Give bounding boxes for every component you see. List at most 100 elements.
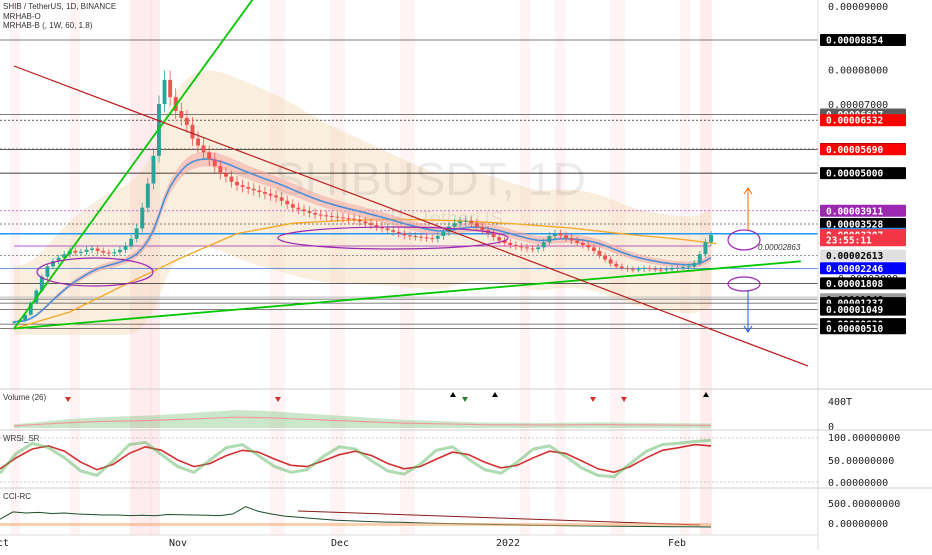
x-tick-label: Feb — [668, 538, 686, 549]
candle-body — [653, 268, 658, 270]
symbol-title: SHIB / TetherUS, 1D, BINANCE — [3, 2, 117, 11]
candle-body — [670, 268, 674, 270]
volume-signal-marker — [450, 392, 456, 397]
candle-body — [642, 268, 647, 270]
candle-body — [658, 269, 663, 271]
price-annotation: 0.00002863 — [758, 243, 801, 252]
candle-body — [603, 255, 607, 260]
candle-body — [592, 247, 596, 251]
pattern-ellipse — [727, 276, 761, 292]
candle-body — [235, 181, 239, 186]
candle-body — [580, 242, 585, 245]
y-tick-label: 0.00007000 — [828, 100, 888, 111]
candle-body — [12, 321, 16, 323]
volume-signal-marker — [462, 397, 468, 402]
price-label-bg — [820, 262, 906, 275]
oscillator-panel-label: WRSI_SR — [3, 434, 40, 443]
candle-body — [184, 117, 189, 125]
candle-body — [541, 242, 546, 248]
candle-body — [335, 216, 340, 218]
candle-body — [374, 225, 379, 227]
candle-body — [352, 218, 357, 220]
price-label-bg — [820, 234, 906, 247]
candle-body — [201, 145, 206, 153]
candle-body — [625, 268, 630, 270]
price-label-bg — [820, 114, 906, 127]
pattern-ellipse — [277, 226, 509, 250]
pattern-ellipse — [727, 229, 761, 251]
candle-body — [402, 233, 407, 236]
candle-body — [313, 212, 318, 215]
candle-body — [385, 228, 390, 231]
candle-body — [123, 245, 128, 250]
candle-body — [279, 197, 284, 201]
x-tick-label: Dec — [331, 538, 349, 549]
level-band — [0, 296, 818, 300]
candle-body — [452, 223, 457, 227]
candle-body — [302, 209, 306, 212]
candle-body — [296, 207, 301, 210]
candle-body — [106, 252, 111, 254]
candle-body — [173, 97, 178, 111]
candle-body — [290, 204, 295, 208]
osc-line-green — [0, 438, 712, 479]
candle-body — [341, 217, 345, 219]
volume-ma-line — [13, 416, 712, 427]
candle-body — [508, 242, 513, 245]
candle-body — [502, 240, 507, 243]
price-label-bg — [820, 303, 906, 316]
cci-panel-label: CCI-RC — [3, 492, 31, 501]
price-label-bg — [820, 277, 906, 290]
green-steep-trendline — [13, 0, 254, 330]
candle-body — [413, 236, 418, 237]
volume-panel-label: Volume (26) — [3, 393, 46, 402]
candle-body — [614, 263, 619, 267]
candle-body — [709, 235, 713, 243]
candle-body — [469, 220, 474, 224]
candle-body — [692, 263, 697, 267]
candle-body — [23, 314, 28, 320]
candle-body — [564, 235, 568, 239]
price-label-bg — [820, 322, 906, 335]
price-label: 0.00001808 — [826, 279, 883, 290]
volume-axis-label: 0 — [828, 422, 834, 433]
candle-body — [162, 79, 167, 105]
osc-axis-label: 100.00000000 — [828, 433, 900, 444]
candle-body — [224, 173, 228, 177]
candle-body — [513, 245, 518, 247]
candle-body — [73, 250, 78, 253]
price-label-bg — [820, 218, 906, 230]
candle-body — [218, 166, 223, 174]
candle-body — [118, 249, 122, 253]
candle-body — [558, 233, 563, 236]
volume-signal-marker — [65, 397, 71, 402]
osc-axis-label: 0.00000000 — [828, 478, 888, 489]
highlight-band — [700, 0, 712, 535]
candle-body — [441, 231, 446, 236]
price-label: 0.00003911 — [826, 206, 883, 217]
candle-body — [285, 200, 290, 205]
candle-body — [631, 269, 635, 271]
cci-baseline-band — [0, 523, 711, 526]
y-tick-label: 0.00008000 — [828, 66, 888, 77]
candle-body — [246, 187, 251, 189]
watermark-main: SHIBUSDT, 1D — [274, 153, 586, 205]
price-label: 0.00002246 — [826, 264, 883, 275]
candle-body — [101, 250, 106, 253]
price-label: 0.00006532 — [826, 116, 883, 127]
candle-body — [229, 176, 234, 182]
candle-body — [636, 269, 641, 271]
candle-body — [608, 259, 613, 264]
volume-axis-label: 400T — [828, 397, 852, 408]
candle-body — [134, 228, 139, 239]
candle-body — [84, 249, 89, 252]
candle-body — [212, 159, 217, 167]
candle-body — [207, 152, 212, 160]
candle-body — [363, 221, 368, 224]
candle-body — [129, 238, 134, 246]
target-arrow-up-head — [743, 187, 753, 195]
candle-body — [491, 233, 496, 238]
candle-body — [274, 195, 278, 198]
price-label: 0.00001049 — [826, 305, 883, 316]
